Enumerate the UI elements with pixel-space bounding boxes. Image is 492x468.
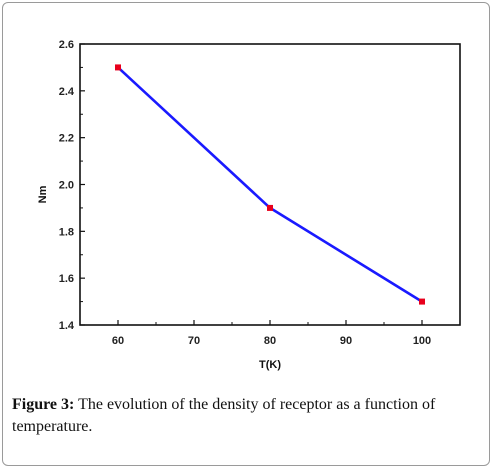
line-chart: 1.4 1.6 1.8 2.0 2.2 2.4 2.6 60 70 80 90 100 T(K) Nm bbox=[37, 39, 461, 371]
data-point bbox=[267, 204, 273, 211]
y-tick-label: 1.8 bbox=[59, 226, 74, 238]
caption-label: Figure 3: bbox=[12, 396, 75, 413]
x-axis-title: T(K) bbox=[259, 359, 281, 371]
y-tick-label: 2.6 bbox=[59, 39, 74, 51]
y-tick-label: 1.4 bbox=[59, 320, 75, 332]
x-tick-label: 90 bbox=[340, 335, 352, 347]
series-line bbox=[117, 66, 423, 303]
y-tick-label: 2.2 bbox=[59, 133, 74, 145]
figure-caption: Figure 3: The evolution of the density o… bbox=[12, 394, 482, 438]
y-tick-label: 2.0 bbox=[59, 180, 74, 192]
x-tick-label: 80 bbox=[264, 335, 276, 347]
data-point bbox=[115, 64, 121, 71]
caption-text: The evolution of the density of receptor… bbox=[12, 396, 436, 435]
y-tick-label: 2.4 bbox=[59, 86, 75, 98]
x-tick-label: 100 bbox=[413, 335, 431, 347]
y-tick-label: 1.6 bbox=[59, 273, 74, 285]
y-axis-title: Nm bbox=[37, 185, 49, 203]
x-tick-label: 60 bbox=[112, 335, 124, 347]
x-tick-label: 70 bbox=[188, 335, 200, 347]
data-point bbox=[419, 298, 425, 305]
